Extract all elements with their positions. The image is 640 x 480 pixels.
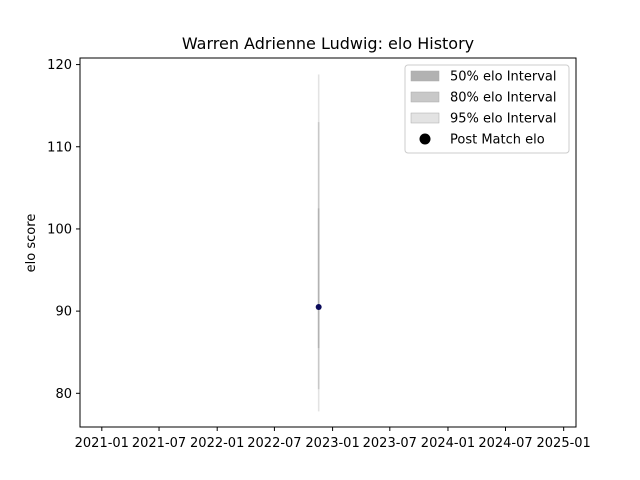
- x-tick-label: 2021-01: [75, 436, 129, 451]
- y-tick-label: 110: [47, 140, 72, 155]
- post-match-elo-point: [315, 304, 322, 311]
- x-tick-label: 2022-07: [247, 436, 301, 451]
- legend-label: Post Match elo: [450, 133, 545, 148]
- legend: 50% elo Interval 80% elo Interval 95% elo …: [404, 64, 570, 154]
- y-tick-label: 100: [47, 222, 72, 237]
- y-tick-label: 120: [47, 58, 72, 73]
- y-axis-label: elo score: [24, 214, 39, 273]
- chart-title: Warren Adrienne Ludwig: elo History: [182, 34, 474, 53]
- legend-label: 50% elo Interval: [450, 70, 557, 85]
- x-tick-label: 2024-07: [478, 436, 532, 451]
- legend-label: 80% elo Interval: [450, 91, 557, 106]
- y-tick-label: 80: [55, 387, 72, 402]
- x-tick-label: 2025-01: [537, 436, 591, 451]
- y-tick-label: 90: [55, 305, 72, 320]
- x-tick-label: 2022-01: [190, 436, 244, 451]
- x-tick-label: 2021-07: [132, 436, 186, 451]
- legend-marker: [419, 133, 431, 145]
- x-tick-label: 2023-01: [305, 436, 359, 451]
- y-axis: 80 90 100 110 120: [47, 58, 80, 402]
- legend-label: 95% elo Interval: [450, 112, 557, 127]
- x-tick-label: 2023-07: [363, 436, 417, 451]
- legend-swatch: [410, 70, 440, 82]
- interval-50-band: [317, 208, 320, 349]
- plot-frame: [79, 57, 577, 428]
- x-axis: 2021-01 2021-07 2022-01 2022-07 2023-01 2023-…: [75, 427, 591, 451]
- legend-swatch: [410, 112, 440, 124]
- legend-box: [404, 64, 570, 154]
- plot-marks: [315, 74, 322, 412]
- x-tick-label: 2024-01: [421, 436, 475, 451]
- legend-swatch: [410, 91, 440, 103]
